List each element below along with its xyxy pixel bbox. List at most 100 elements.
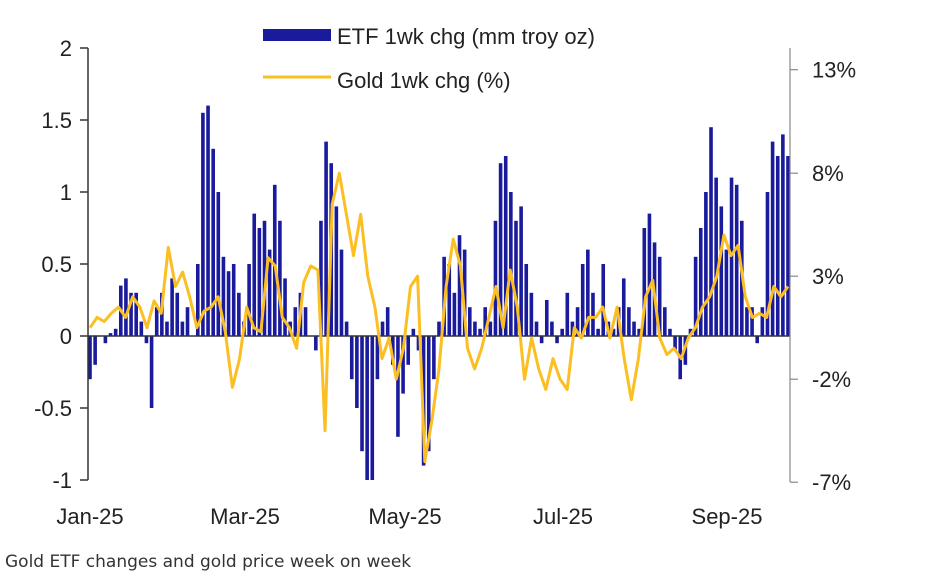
etf-bar [755,336,760,344]
etf-bar [668,328,672,336]
etf-bar [314,336,318,351]
etf-bar [247,264,251,336]
etf-bar [293,307,298,336]
etf-bar [401,336,405,394]
etf-bars [88,105,790,480]
etf-bar [637,328,641,336]
left-tick-label: 1 [60,180,72,205]
right-tick-label: -7% [812,470,851,495]
left-tick-label: 0.5 [41,252,72,277]
etf-bar [124,278,128,336]
etf-bar [278,220,282,336]
etf-bar [334,206,339,336]
etf-bar [272,184,277,336]
etf-bar [596,328,600,336]
etf-bar [375,336,380,380]
etf-bar [201,112,205,336]
etf-bar [406,336,411,365]
etf-bar [760,307,765,336]
etf-bar [462,249,467,336]
etf-bar [693,256,698,336]
etf-bar [134,292,138,336]
etf-bar [719,206,724,336]
etf-bar [180,321,185,336]
left-tick-label: 0 [60,324,72,349]
etf-bar [591,292,595,336]
etf-bar [396,336,400,437]
etf-bar [503,156,508,336]
etf-bar [580,264,585,336]
etf-bar [360,336,364,452]
etf-bar [550,321,554,336]
etf-bar [478,328,482,336]
etf-bar [601,264,606,336]
etf-bar [509,192,513,336]
left-tick-label: 2 [60,36,72,61]
right-tick-label: 13% [812,58,856,83]
etf-bar [339,249,344,336]
etf-bar [252,213,257,336]
etf-bar [108,333,113,336]
etf-bar [611,328,616,336]
etf-bar [519,206,523,336]
etf-bar [770,141,775,336]
etf-bar [437,321,441,336]
etf-bar [267,249,272,336]
etf-bar [529,292,534,336]
legend-etf-swatch [263,29,331,41]
etf-bar [355,336,359,408]
etf-bar [380,321,385,336]
etf-bar [370,336,375,480]
etf-bar [391,336,395,365]
etf-bar [632,321,636,336]
etf-bar [257,228,262,336]
etf-bar [283,278,287,336]
etf-bar [385,307,390,336]
x-tick-label: Sep-25 [692,504,763,529]
etf-bar [539,336,544,344]
etf-bar [704,192,708,336]
etf-bar [724,249,729,336]
etf-bar [319,220,323,336]
etf-bar [349,336,354,380]
etf-bar [565,292,570,336]
etf-bar [714,177,718,336]
etf-bar [745,307,749,336]
etf-bar [498,163,503,336]
left-tick-label: -1 [52,468,72,493]
etf-bar [524,264,529,336]
etf-bar [185,307,190,336]
etf-bar [555,336,559,344]
etf-bar [570,321,575,336]
etf-bar [627,307,631,336]
etf-bar [488,321,493,336]
etf-bar [426,336,431,452]
etf-bar [473,321,477,336]
x-tick-label: Jul-25 [533,504,593,529]
right-tick-label: -2% [812,367,851,392]
etf-bar [113,328,118,336]
etf-bar [324,141,328,336]
etf-bar [698,228,703,336]
etf-bar [734,184,739,336]
chart-caption: Gold ETF changes and gold price week on … [5,552,412,572]
etf-bar [467,307,472,336]
etf-bar [775,156,780,336]
etf-bar [493,220,498,336]
etf-bar [231,264,236,336]
legend-etf-label: ETF 1wk chg (mm troy oz) [337,24,595,49]
etf-bar [452,292,457,336]
etf-bar [165,321,169,336]
etf-bar [221,256,226,336]
etf-bar [303,307,308,336]
etf-bar [621,278,626,336]
etf-bar [237,292,241,336]
gold-line [88,171,790,464]
etf-bar [457,235,462,336]
etf-bar [647,213,652,336]
etf-bar [447,264,452,336]
etf-bar [262,220,267,336]
etf-bar [663,307,667,336]
etf-bar [365,336,369,480]
